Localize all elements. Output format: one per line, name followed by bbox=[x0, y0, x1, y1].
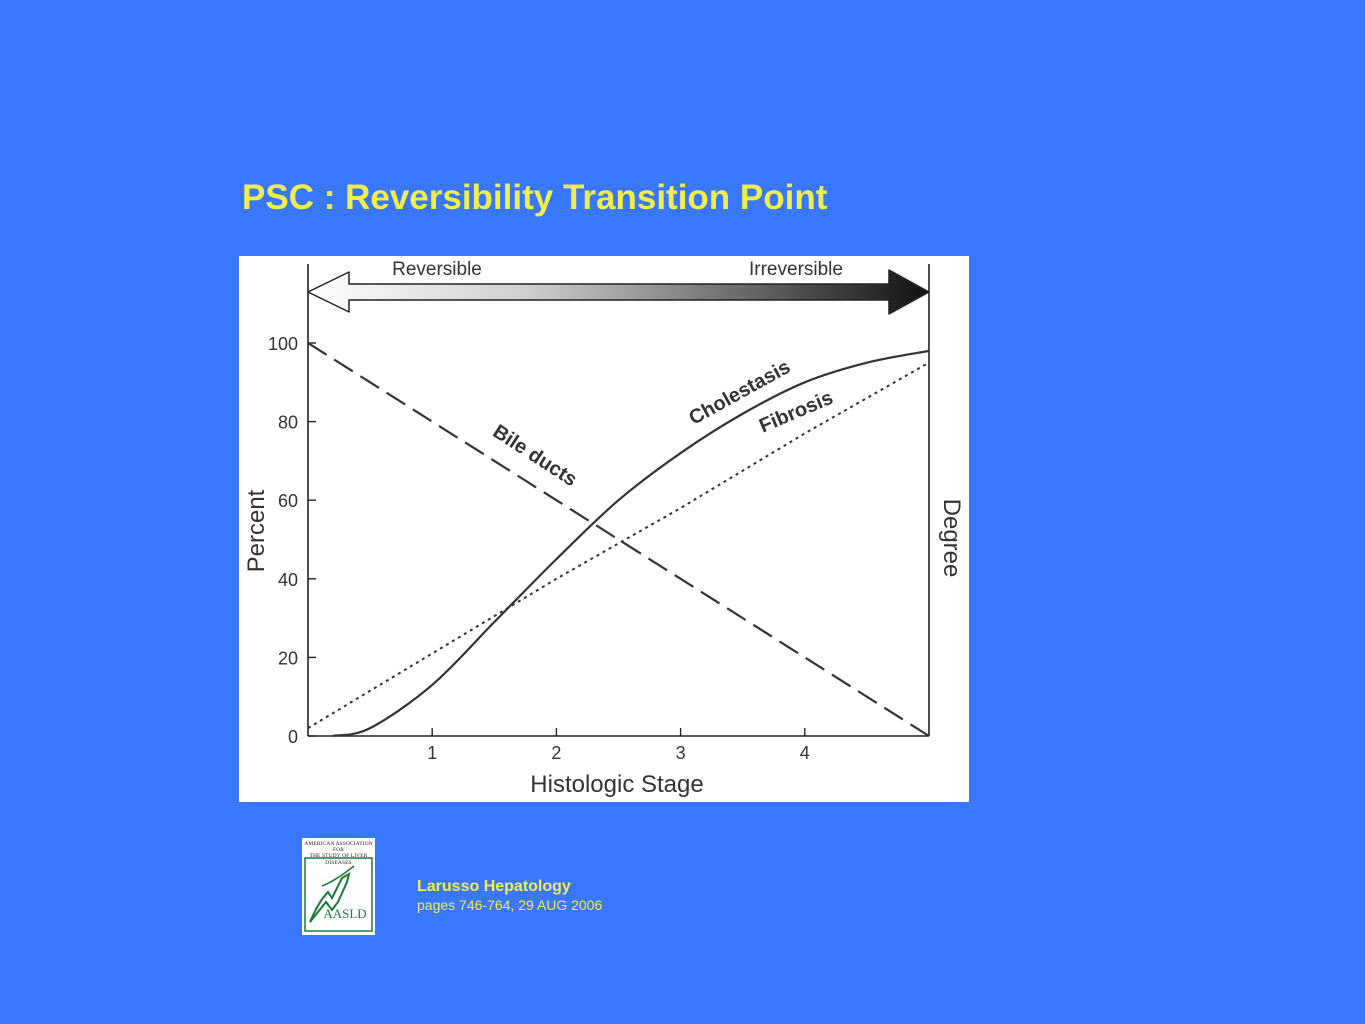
x-tick-label: 3 bbox=[676, 743, 686, 763]
slide-title: PSC : Reversibility Transition Point bbox=[242, 178, 828, 217]
arrow-label-irreversible: Irreversible bbox=[749, 259, 843, 280]
y-tick-label: 0 bbox=[288, 727, 298, 747]
citation-pages: pages 746-764, 29 AUG 2006 bbox=[417, 897, 603, 913]
y-tick-label: 80 bbox=[278, 413, 298, 433]
citation-author: Larusso Hepatology bbox=[417, 878, 571, 895]
y-tick-label: 60 bbox=[278, 491, 298, 511]
x-ticks: 1 2 3 4 bbox=[427, 728, 810, 763]
chart: Reversible Irreversible 0 20 40 60 80 100 1 2 3… bbox=[243, 259, 965, 798]
series-lines bbox=[307, 342, 930, 738]
aasld-logo: AMERICAN ASSOCIATION FOR THE STUDY OF LI… bbox=[302, 838, 375, 935]
arrow-label-reversible: Reversible bbox=[392, 259, 482, 280]
series-label-bile-ducts: Bile ducts bbox=[489, 421, 581, 492]
x-tick-label: 4 bbox=[800, 743, 810, 763]
y-axis-label: Percent bbox=[243, 489, 270, 572]
x-tick-label: 1 bbox=[427, 743, 437, 763]
series-line-bile-ducts bbox=[307, 342, 930, 737]
y-tick-label: 100 bbox=[268, 334, 298, 354]
chart-panel: Reversible Irreversible 0 20 40 60 80 100 1 2 3… bbox=[239, 256, 969, 802]
series-label-fibrosis: Fibrosis bbox=[756, 387, 836, 438]
logo-header-line1: AMERICAN ASSOCIATION FOR bbox=[304, 841, 373, 854]
y-ticks: 0 20 40 60 80 100 bbox=[268, 334, 316, 747]
y-tick-label: 20 bbox=[278, 648, 298, 668]
x-tick-label: 2 bbox=[551, 743, 561, 763]
logo-header-line2: THE STUDY OF LIVER DISEASES bbox=[309, 853, 368, 866]
aasld-mark-icon: AASLD bbox=[304, 857, 373, 932]
logo-mark-text: AASLD bbox=[323, 906, 366, 921]
x-axis-label: Histologic Stage bbox=[530, 771, 703, 798]
series-line-cholestasis bbox=[332, 349, 930, 738]
y-tick-label: 40 bbox=[278, 570, 298, 590]
logo-header: AMERICAN ASSOCIATION FOR THE STUDY OF LI… bbox=[304, 841, 373, 866]
y2-axis-label: Degree bbox=[938, 499, 965, 578]
series-line-fibrosis bbox=[307, 361, 930, 729]
reversibility-arrow bbox=[307, 269, 930, 315]
citation: Larusso Hepatology pages 746-764, 29 AUG… bbox=[417, 878, 602, 913]
